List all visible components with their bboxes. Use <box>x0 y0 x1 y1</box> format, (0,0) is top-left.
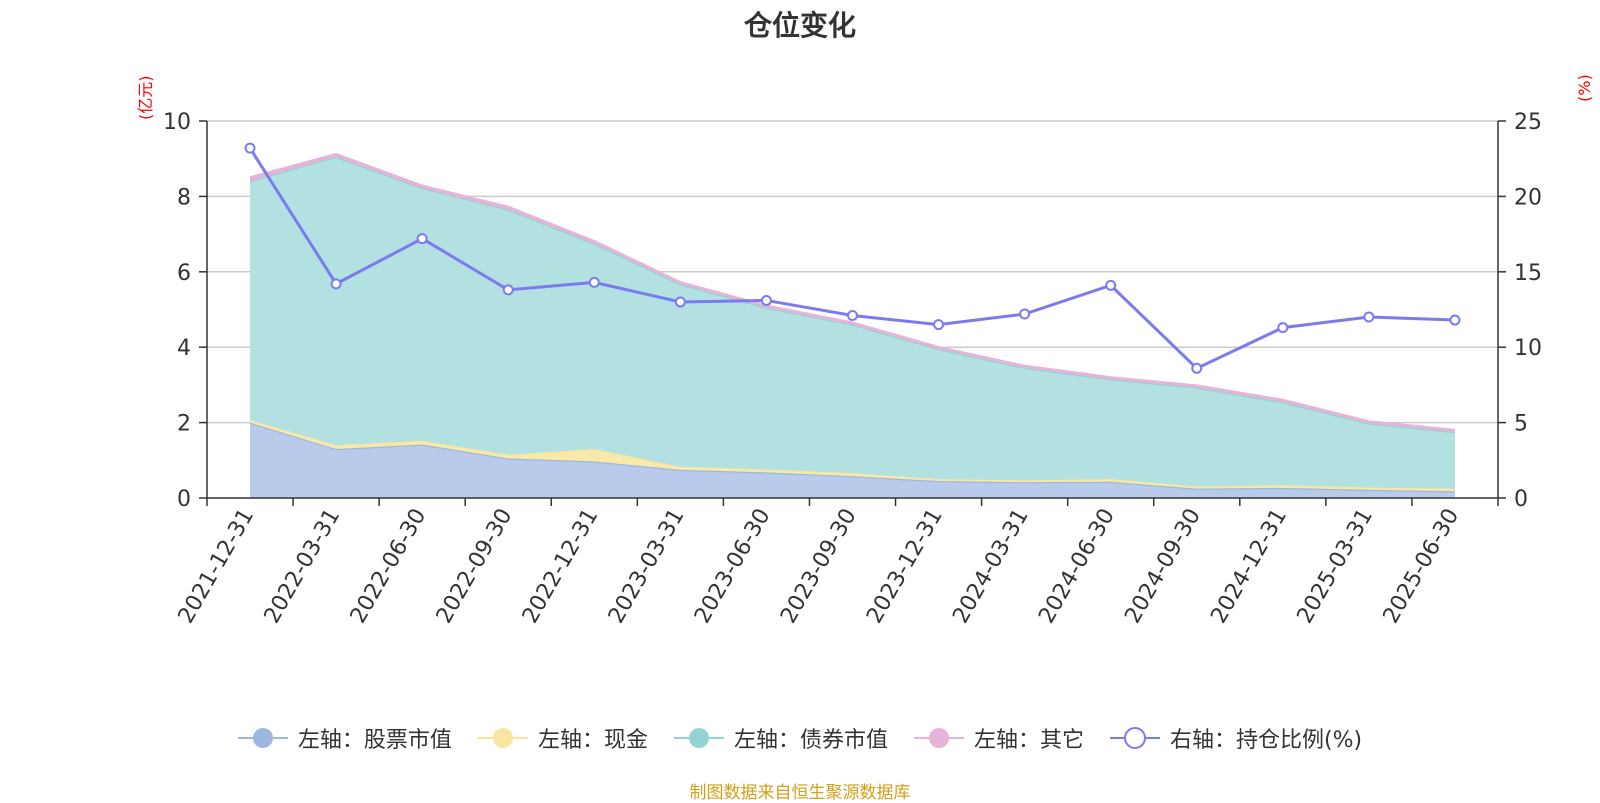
x-axis-tick-label: 2024-03-31 <box>948 505 1034 628</box>
legend-item[interactable]: 左轴：股票市值 <box>237 722 452 754</box>
x-axis-tick-label: 2023-06-30 <box>690 505 776 628</box>
line-point <box>588 276 600 288</box>
line-point <box>1363 311 1375 323</box>
line-point <box>1019 308 1031 320</box>
line-point <box>244 142 256 154</box>
x-axis-tick-label: 2022-09-30 <box>432 505 518 628</box>
x-axis-tick-label: 2024-09-30 <box>1120 505 1206 628</box>
data-source-note: 制图数据来自恒生聚源数据库 <box>689 783 911 803</box>
x-axis-tick-label: 2025-03-31 <box>1293 505 1379 628</box>
area-series-2 <box>250 419 1455 492</box>
x-axis-tick-label: 2024-12-31 <box>1206 505 1292 628</box>
legend-circle-icon <box>477 728 528 748</box>
legend-label: 右轴：持仓比例(%) <box>1169 728 1363 753</box>
line-point <box>674 296 686 308</box>
legend-item[interactable]: 左轴：其它 <box>913 722 1084 754</box>
legend-circle-icon <box>913 728 964 748</box>
left-axis-tick-label: 10 <box>163 110 191 135</box>
x-axis-tick-label: 2023-12-31 <box>862 505 948 628</box>
area-series-3 <box>250 156 1455 489</box>
line-point <box>416 233 428 245</box>
chart-legend: 左轴：股票市值 左轴：现金 左轴：债券市值 左轴：其它 右轴：持仓比例(%) <box>0 722 1600 754</box>
line-point <box>847 310 858 322</box>
line-point <box>933 319 945 331</box>
right-axis-tick-label: 5 <box>1514 412 1528 437</box>
right-axis-tick-label: 20 <box>1514 185 1542 210</box>
legend-label: 左轴：其它 <box>973 728 1084 753</box>
area-series-edge-4 <box>249 152 1456 432</box>
legend-item[interactable]: 左轴：现金 <box>477 722 648 754</box>
right-axis-tick-label: 10 <box>1514 336 1542 361</box>
left-axis-tick-label: 8 <box>177 185 191 210</box>
x-axis-tick-label: 2022-06-30 <box>346 504 432 627</box>
x-axis-tick-label: 2025-06-30 <box>1379 505 1465 628</box>
line-point <box>1449 314 1461 326</box>
left-axis-tick-label: 0 <box>177 487 191 512</box>
x-axis-tick-label: 2023-03-31 <box>604 505 690 628</box>
right-axis-tick-label: 25 <box>1514 110 1542 135</box>
legend-hollow-circle-icon <box>1109 727 1160 749</box>
x-axis-tick-label: 2022-03-31 <box>260 505 346 628</box>
legend-label: 左轴：现金 <box>537 728 648 753</box>
x-axis-tick-label: 2021-12-31 <box>174 505 260 628</box>
right-axis-tick-label: 0 <box>1514 487 1528 512</box>
area-series-1 <box>250 422 1455 498</box>
right-axis-tick-label: 15 <box>1514 261 1542 286</box>
legend-label: 左轴：股票市值 <box>297 728 452 753</box>
left-axis-tick-label: 4 <box>177 336 191 361</box>
line-point <box>1191 362 1203 374</box>
legend-label: 左轴：债券市值 <box>733 728 888 753</box>
left-axis-tick-label: 6 <box>177 261 191 286</box>
line-point <box>1277 322 1289 334</box>
legend-item[interactable]: 右轴：持仓比例(%) <box>1109 722 1363 754</box>
legend-circle-icon <box>237 728 288 748</box>
legend-item[interactable]: 左轴：债券市值 <box>673 722 888 754</box>
line-point <box>1105 279 1117 291</box>
x-axis-tick-label: 2024-06-30 <box>1034 505 1120 628</box>
x-axis-tick-label: 2023-09-30 <box>776 505 862 628</box>
line-point <box>502 284 514 296</box>
chart-title: 仓位变化 <box>743 9 856 42</box>
legend-circle-icon <box>673 728 724 748</box>
line-point <box>330 278 342 290</box>
x-axis-tick-label: 2022-12-31 <box>518 505 604 628</box>
line-point <box>760 294 772 306</box>
left-axis-tick-label: 2 <box>177 412 191 437</box>
